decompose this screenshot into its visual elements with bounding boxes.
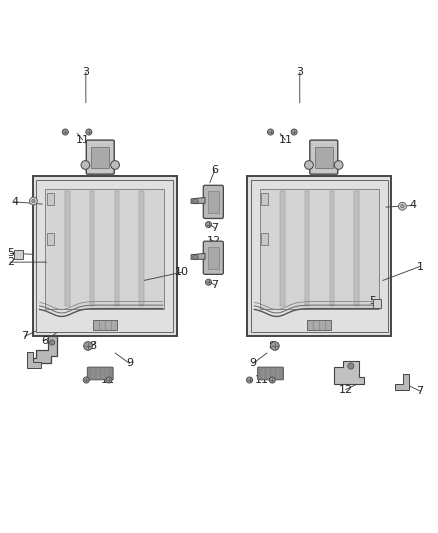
Text: 2: 2 (7, 257, 14, 267)
Circle shape (269, 377, 276, 383)
Bar (280, 191, 285, 306)
Bar (115, 191, 119, 306)
Text: 11: 11 (101, 375, 115, 385)
Bar (329, 191, 334, 306)
FancyBboxPatch shape (247, 176, 392, 336)
Circle shape (401, 205, 404, 208)
Text: 12: 12 (339, 385, 353, 394)
Bar (261, 232, 268, 245)
Bar (305, 191, 309, 306)
Text: 8: 8 (268, 341, 275, 351)
Text: 4: 4 (11, 197, 18, 207)
Circle shape (106, 377, 112, 383)
Text: 10: 10 (175, 267, 189, 277)
Circle shape (334, 160, 343, 169)
Text: 7: 7 (21, 332, 28, 341)
Text: 3: 3 (82, 67, 89, 77)
Text: 9: 9 (250, 358, 257, 368)
Bar (14, 250, 22, 259)
Text: 6: 6 (211, 165, 218, 175)
Circle shape (205, 222, 212, 228)
Text: 11: 11 (76, 135, 90, 145)
Circle shape (304, 160, 313, 169)
Text: 3: 3 (296, 67, 303, 77)
Circle shape (29, 197, 37, 205)
Polygon shape (191, 253, 205, 259)
FancyBboxPatch shape (91, 147, 110, 168)
FancyBboxPatch shape (260, 189, 379, 309)
Bar (307, 320, 332, 330)
Text: 5: 5 (369, 296, 376, 306)
Circle shape (49, 340, 55, 345)
FancyBboxPatch shape (208, 247, 219, 269)
FancyBboxPatch shape (310, 140, 338, 174)
FancyBboxPatch shape (203, 185, 223, 219)
FancyBboxPatch shape (32, 176, 177, 336)
Text: 7: 7 (211, 223, 218, 233)
Bar (92, 320, 117, 330)
Bar (46, 193, 53, 205)
FancyBboxPatch shape (86, 140, 114, 174)
Text: 12: 12 (207, 236, 221, 246)
Text: 7: 7 (416, 386, 424, 396)
Bar (65, 191, 70, 306)
Text: 1: 1 (417, 262, 424, 271)
Circle shape (193, 255, 198, 260)
Circle shape (62, 129, 68, 135)
Bar (261, 193, 268, 205)
FancyBboxPatch shape (203, 241, 223, 274)
Circle shape (81, 160, 90, 169)
FancyBboxPatch shape (45, 189, 164, 309)
Circle shape (193, 199, 198, 204)
Polygon shape (395, 374, 409, 390)
Circle shape (247, 377, 253, 383)
Text: 11: 11 (255, 375, 269, 385)
Polygon shape (30, 336, 57, 364)
Text: 8: 8 (89, 341, 96, 351)
Polygon shape (334, 361, 364, 384)
Circle shape (291, 129, 297, 135)
Text: 7: 7 (211, 280, 218, 290)
Text: 6: 6 (41, 336, 48, 346)
Circle shape (271, 342, 279, 350)
Circle shape (83, 377, 89, 383)
Text: 11: 11 (279, 135, 292, 145)
FancyBboxPatch shape (258, 367, 283, 380)
FancyBboxPatch shape (314, 147, 333, 168)
Bar (373, 299, 381, 308)
Text: 4: 4 (410, 200, 417, 211)
Circle shape (84, 342, 92, 350)
Circle shape (205, 279, 212, 285)
Bar (46, 232, 53, 245)
Circle shape (111, 160, 120, 169)
FancyBboxPatch shape (87, 367, 113, 380)
Circle shape (268, 129, 274, 135)
FancyBboxPatch shape (208, 191, 219, 213)
Bar (90, 191, 95, 306)
Circle shape (32, 199, 35, 203)
Text: 9: 9 (126, 358, 133, 368)
Circle shape (348, 363, 354, 369)
Circle shape (399, 203, 406, 210)
Polygon shape (191, 197, 205, 204)
Polygon shape (27, 352, 41, 368)
Bar (139, 191, 144, 306)
Text: 5: 5 (7, 248, 14, 259)
Bar (354, 191, 359, 306)
Circle shape (86, 129, 92, 135)
